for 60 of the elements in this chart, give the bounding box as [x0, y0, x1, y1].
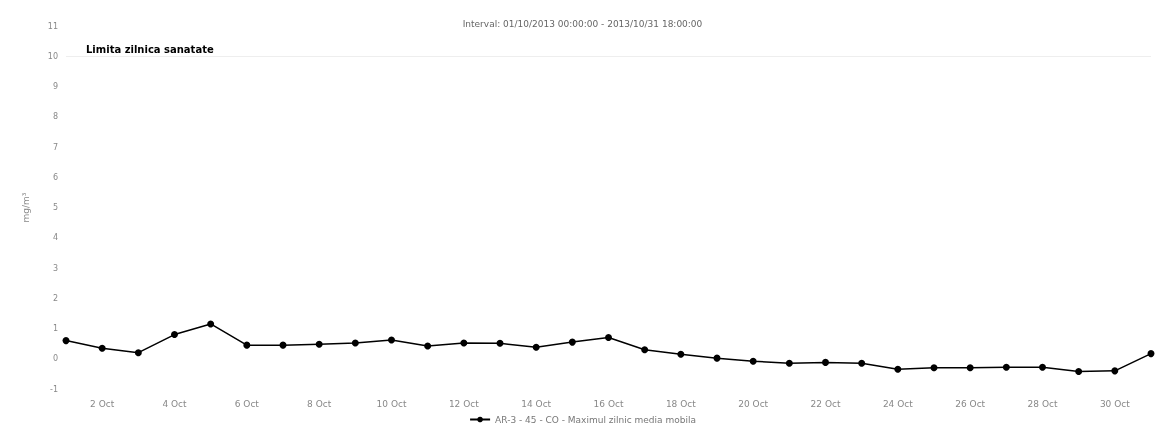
point: [966, 364, 974, 372]
point: [532, 343, 540, 351]
x-tick-label: 14 Oct: [521, 398, 552, 409]
y-tick-label: 8: [52, 112, 58, 122]
point: [822, 358, 829, 366]
point: [243, 341, 251, 349]
point: [605, 334, 612, 342]
point: [894, 365, 902, 373]
point: [785, 359, 793, 367]
point: [930, 364, 938, 372]
x-tick-label: 8 Oct: [307, 398, 332, 409]
x-tick-label: 12 Oct: [448, 398, 480, 409]
point: [1002, 363, 1010, 371]
x-tick-label: 16 Oct: [593, 398, 624, 409]
point: [388, 336, 395, 344]
legend-label: AR-3 - 45 - CO - Maximul zilnic media mobila: [495, 414, 696, 425]
y-tick-label: 2: [52, 293, 58, 303]
y-tick-label: 9: [52, 82, 58, 91]
x-tick-label: 18 Oct: [665, 398, 697, 409]
ref-line-label: Limita zilnica sanatate: [86, 43, 214, 55]
point: [134, 349, 142, 357]
y-tick-label: 0: [52, 354, 58, 364]
point: [677, 350, 685, 358]
point: [171, 331, 178, 339]
y-tick-label: -1: [50, 384, 58, 394]
x-tick-label: 26 Oct: [955, 398, 986, 409]
x-tick-label: 30 Oct: [1099, 398, 1131, 409]
x-tick-label: 22 Oct: [810, 398, 841, 409]
y-tick-label: 7: [52, 142, 58, 152]
point: [1147, 350, 1155, 358]
point: [641, 346, 649, 354]
x-tick-label: 6 Oct: [234, 398, 260, 409]
x-tick-label: 10 Oct: [376, 398, 407, 409]
point: [858, 359, 866, 367]
point: [749, 357, 757, 365]
y-tick-label: 3: [52, 263, 58, 273]
y-tick-label: 4: [52, 233, 58, 243]
chart-title: Interval: 01/10/2013 00:00:00 - 2013/10/31 18:00:00: [462, 18, 703, 29]
x-tick-label: 4 Oct: [162, 398, 188, 409]
x-tick-label: 2 Oct: [90, 398, 115, 409]
point: [1039, 363, 1046, 371]
point: [98, 344, 106, 352]
y-tick-label: 11: [47, 21, 58, 31]
y-tick-label: 10: [47, 51, 58, 61]
y-tick-label: 6: [52, 172, 58, 182]
y-tick-label: 1: [52, 324, 58, 333]
point: [62, 337, 70, 345]
x-tick-label: 20 Oct: [738, 398, 769, 409]
x-tick-label: 24 Oct: [882, 398, 914, 409]
x-tick-label: 28 Oct: [1027, 398, 1058, 409]
point: [424, 342, 432, 350]
point: [568, 338, 576, 346]
point: [1075, 367, 1083, 375]
point: [315, 340, 323, 348]
y-tick-label: 5: [52, 203, 58, 212]
point: [496, 339, 504, 347]
y-axis-title: mg/m³: [20, 192, 31, 223]
point: [1111, 367, 1119, 375]
point: [351, 339, 359, 347]
point: [207, 320, 215, 328]
